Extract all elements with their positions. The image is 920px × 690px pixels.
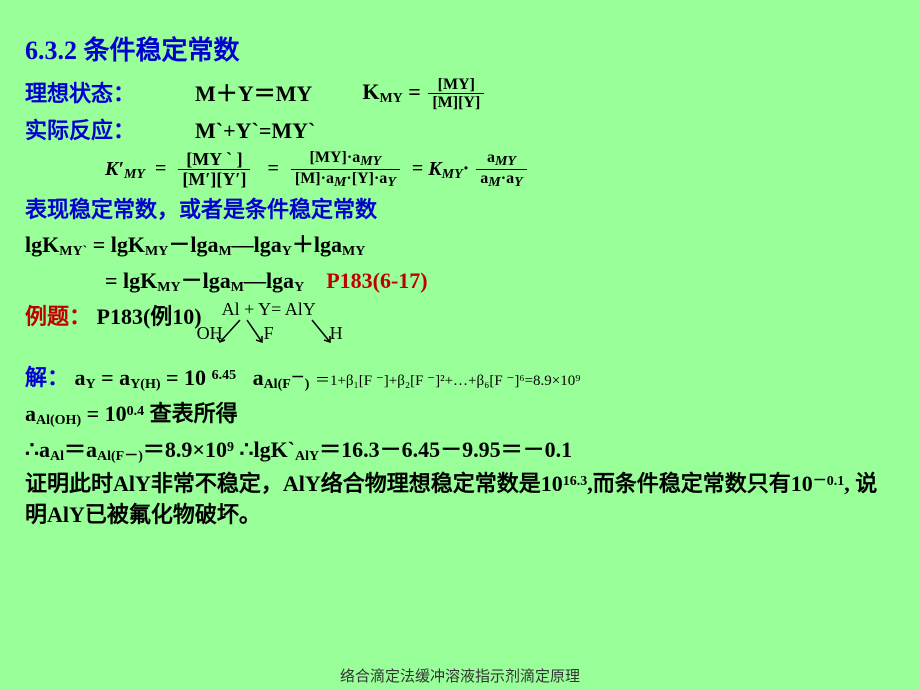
aaloh-line: aAl(OH) = 100.4 查表所得 xyxy=(25,397,895,431)
therefore-line: ∴aAl＝aAl(F－)＝8.9×109 ∴lgK`AlY＝16.3－6.45－… xyxy=(25,433,895,467)
diag-top: Al + Y= AlY xyxy=(222,300,316,318)
kmy-fraction: [MY] [M][Y] xyxy=(428,76,484,112)
solve-line: 解： aY = aY(H) = 10 6.45 aAl(F－) ＝1+β₁[F … xyxy=(25,361,895,395)
kprime-frac1: [MY ` ] [M′][Y′] xyxy=(178,150,250,191)
ideal-label: 理想状态： xyxy=(25,77,135,110)
kprime-k-sub: MY xyxy=(124,167,145,182)
ideal-equation: M＋Y＝MY xyxy=(195,77,312,110)
lookup-text: 查表所得 xyxy=(150,401,238,426)
polynomial: ＝1+β₁[F ⁻]+β₂[F ⁻]²+…+β₆[F ⁻]⁶=8.9×10⁹ xyxy=(315,373,581,389)
kmy-expr: KMY = [MY] [M][Y] xyxy=(362,75,486,112)
kprime-line: K′MY = [MY ` ] [M′][Y′] = [MY]·aMY [M]·a… xyxy=(105,149,895,191)
conclusion: 证明此时AlY非常不稳定，AlY络合物理想稳定常数是1016.3,而条件稳定常数… xyxy=(25,469,895,531)
kmy-den: [M][Y] xyxy=(428,94,484,112)
kmy-num: [MY] xyxy=(428,76,484,95)
diag-h: H xyxy=(330,324,343,342)
kmy-k: K xyxy=(362,79,379,104)
section-title: 6.3.2 条件稳定常数 xyxy=(25,30,895,67)
slide: 6.3.2 条件稳定常数 理想状态： M＋Y＝MY KMY = [MY] [M]… xyxy=(0,0,920,562)
kprime-rhs-k: KMY xyxy=(428,158,462,180)
kprime-k: K xyxy=(105,158,118,180)
aalf-term: aAl(F－) xyxy=(253,365,315,390)
example-ref: P183(例10) xyxy=(97,304,202,329)
kprime-lhs: K′MY xyxy=(105,158,150,180)
real-reaction-line: 实际反应： M`+Y`=MY` xyxy=(25,114,895,147)
footer-text: 络合滴定法缓冲溶液指示剂滴定原理 xyxy=(0,665,920,686)
lgk-line1: lgKMY` = lgKMY－lgaM—lgaY＋lgaMY xyxy=(25,228,895,262)
kprime-f2-num: [MY]·aMY xyxy=(291,149,400,170)
diag-f: F xyxy=(264,324,274,342)
kprime-f1-num: [MY ` ] xyxy=(178,150,250,171)
kprime-f3-den: aM·aY xyxy=(476,170,526,190)
kprime-frac2: [MY]·aMY [M]·aM·[Y]·aY xyxy=(291,149,400,191)
kprime-f2-den: [M]·aM·[Y]·aY xyxy=(291,170,400,190)
kmy-sub: MY xyxy=(379,91,402,106)
solve-label: 解： xyxy=(25,365,69,390)
kprime-f1-den: [M′][Y′] xyxy=(178,170,250,190)
kprime-f3-num: aMY xyxy=(476,149,526,170)
example-label: 例题： xyxy=(25,304,91,329)
real-label: 实际反应： xyxy=(25,114,135,147)
reaction-diagram: Al + Y= AlY OH F H xyxy=(222,300,316,318)
apparent-constant-label: 表现稳定常数，或者是条件稳定常数 xyxy=(25,193,895,226)
diag-oh: OH xyxy=(197,324,223,342)
page-ref-1: P183(6-17) xyxy=(326,268,427,293)
diagram-arrows-icon xyxy=(212,318,372,348)
ideal-state-line: 理想状态： M＋Y＝MY KMY = [MY] [M][Y] xyxy=(25,75,895,112)
kprime-frac3: aMY aM·aY xyxy=(476,149,526,191)
example-line: 例题： P183(例10) Al + Y= AlY OH F H xyxy=(25,300,895,333)
lgk-line2: = lgKMY－lgaM—lgaY P183(6-17) xyxy=(105,264,895,298)
real-equation: M`+Y`=MY` xyxy=(195,114,315,147)
